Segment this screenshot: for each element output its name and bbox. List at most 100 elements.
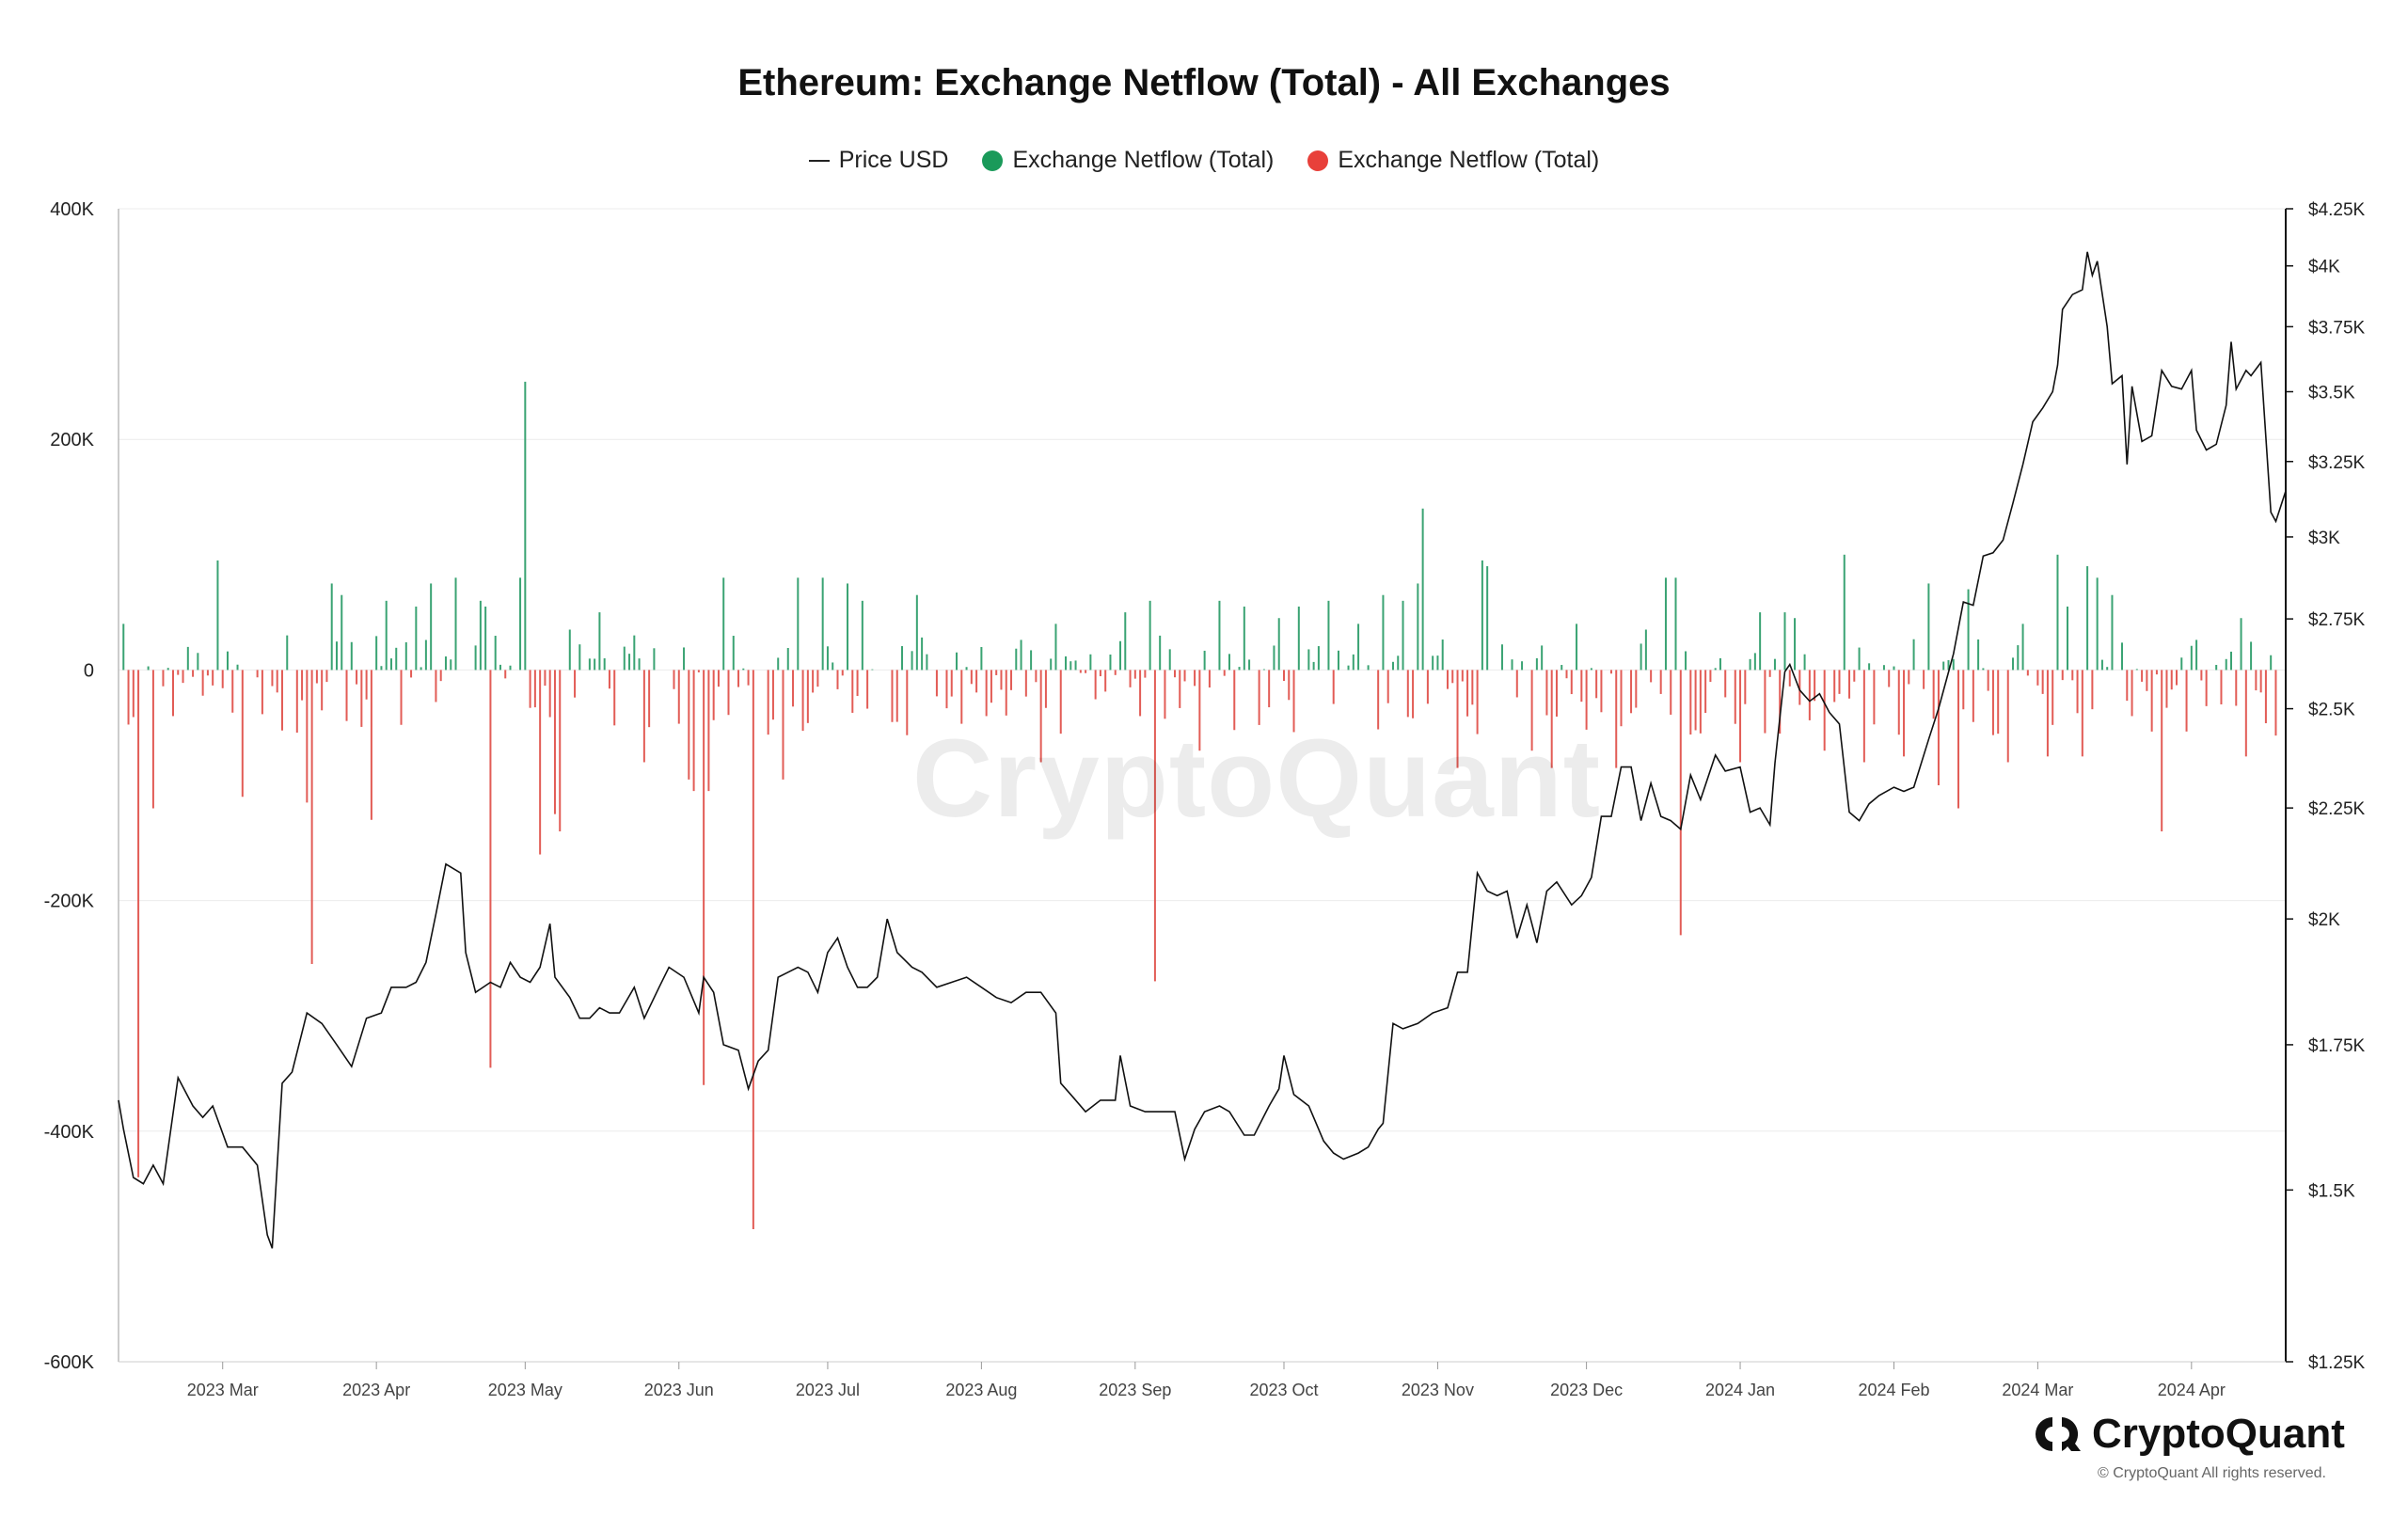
netflow-bar-outflow bbox=[1997, 670, 2000, 734]
netflow-bar-inflow bbox=[1486, 566, 1489, 671]
netflow-bar-inflow bbox=[1367, 665, 1370, 671]
right-tick-label: $4.25K bbox=[2308, 200, 2366, 220]
netflow-bar-inflow bbox=[1481, 560, 1483, 671]
netflow-bar-outflow bbox=[727, 670, 730, 716]
netflow-bar-outflow bbox=[697, 670, 700, 672]
netflow-bar-outflow bbox=[2220, 670, 2223, 704]
netflow-bar-outflow bbox=[1476, 670, 1479, 734]
netflow-bar-inflow bbox=[1074, 660, 1077, 671]
netflow-bar-outflow bbox=[2131, 670, 2133, 717]
netflow-bar-inflow bbox=[1947, 659, 1950, 671]
netflow-bar-inflow bbox=[861, 600, 863, 671]
netflow-bar-outflow bbox=[1888, 670, 1891, 687]
legend-label-netflow-outflow: Exchange Netflow (Total) bbox=[1338, 147, 1600, 173]
netflow-bar-outflow bbox=[1600, 670, 1603, 713]
netflow-bar-inflow bbox=[1714, 668, 1717, 671]
netflow-bar-outflow bbox=[1764, 670, 1766, 734]
netflow-bar-inflow bbox=[871, 669, 874, 671]
x-tick-label: 2023 Oct bbox=[1249, 1381, 1318, 1399]
netflow-bar-outflow bbox=[642, 670, 645, 763]
netflow-bar-inflow bbox=[375, 636, 378, 671]
netflow-bar-outflow bbox=[1689, 670, 1692, 735]
netflow-bar-outflow bbox=[306, 670, 309, 803]
netflow-bar-inflow bbox=[2225, 658, 2227, 671]
netflow-bar-outflow bbox=[1987, 670, 1989, 691]
netflow-bar-outflow bbox=[127, 670, 130, 725]
netflow-bar-inflow bbox=[901, 646, 904, 671]
netflow-bar-inflow bbox=[1644, 629, 1647, 671]
netflow-bar-outflow bbox=[1446, 670, 1449, 689]
legend-label-price: Price USD bbox=[838, 147, 949, 173]
netflow-bar-inflow bbox=[474, 645, 477, 671]
netflow-bar-outflow bbox=[613, 670, 616, 726]
netflow-bar-outflow bbox=[677, 670, 680, 724]
netflow-bar-inflow bbox=[588, 658, 591, 671]
netflow-bar-outflow bbox=[1937, 670, 1940, 785]
netflow-bar-inflow bbox=[847, 583, 849, 671]
cryptoquant-logo-icon bbox=[2036, 1417, 2081, 1451]
netflow-bar-outflow bbox=[1798, 670, 1801, 705]
legend-item-netflow-inflow[interactable]: Exchange Netflow (Total) bbox=[982, 147, 1274, 174]
netflow-bar-outflow bbox=[812, 670, 815, 693]
netflow-bar-outflow bbox=[533, 670, 536, 708]
netflow-bar-outflow bbox=[2264, 670, 2267, 724]
netflow-bar-outflow bbox=[1838, 670, 1841, 694]
netflow-bar-outflow bbox=[1972, 670, 1974, 722]
left-tick-label: -200K bbox=[44, 892, 95, 912]
netflow-bar-outflow bbox=[1024, 670, 1027, 697]
netflow-bar-inflow bbox=[1159, 635, 1162, 671]
netflow-bar-inflow bbox=[1843, 554, 1846, 671]
right-tick-label: $2.25K bbox=[2308, 799, 2366, 819]
netflow-bar-outflow bbox=[1139, 670, 1142, 717]
netflow-bar-outflow bbox=[439, 670, 442, 682]
netflow-bar-inflow bbox=[732, 636, 735, 671]
netflow-bar-outflow bbox=[1183, 670, 1186, 682]
netflow-bar-inflow bbox=[2100, 659, 2103, 671]
netflow-bar-outflow bbox=[1223, 670, 1226, 676]
netflow-bar-inflow bbox=[2270, 655, 2273, 671]
netflow-bar-outflow bbox=[1932, 670, 1935, 719]
netflow-bar-outflow bbox=[1615, 670, 1618, 768]
legend-item-netflow-outflow[interactable]: Exchange Netflow (Total) bbox=[1307, 147, 1599, 174]
netflow-bar-outflow bbox=[950, 670, 953, 697]
netflow-bar-inflow bbox=[1065, 655, 1068, 671]
netflow-bar-outflow bbox=[435, 670, 437, 703]
netflow-bar-outflow bbox=[851, 670, 854, 713]
netflow-bar-inflow bbox=[1337, 650, 1339, 671]
netflow-bar-outflow bbox=[221, 670, 224, 688]
left-axis-ticks: 400K 200K 0 -200K -400K -600K bbox=[44, 199, 95, 1373]
right-tick-label: $3.5K bbox=[2308, 384, 2355, 403]
netflow-bar-outflow bbox=[2155, 670, 2158, 675]
netflow-bar-outflow bbox=[1114, 670, 1117, 675]
netflow-bar-inflow bbox=[454, 577, 457, 671]
netflow-bar-outflow bbox=[935, 670, 938, 697]
netflow-bar-inflow bbox=[122, 624, 125, 671]
brand-name: CryptoQuant bbox=[2092, 1411, 2345, 1457]
x-tick-label: 2024 Mar bbox=[2002, 1381, 2073, 1399]
netflow-bar-inflow bbox=[1640, 643, 1642, 671]
netflow-bar-outflow bbox=[315, 670, 318, 684]
x-tick-label: 2023 May bbox=[488, 1381, 562, 1399]
netflow-bar-outflow bbox=[1635, 670, 1638, 708]
netflow-bar-outflow bbox=[1010, 670, 1013, 690]
netflow-bar-outflow bbox=[985, 670, 988, 717]
right-tick-label: $1.25K bbox=[2308, 1353, 2366, 1373]
netflow-bar-inflow bbox=[2195, 640, 2198, 671]
right-tick-label: $1.75K bbox=[2308, 1036, 2366, 1056]
netflow-bar-outflow bbox=[1085, 670, 1087, 673]
netflow-bar-outflow bbox=[201, 670, 204, 696]
netflow-bar-inflow bbox=[826, 646, 829, 671]
netflow-bar-outflow bbox=[782, 670, 784, 780]
netflow-bar-inflow bbox=[633, 635, 636, 671]
netflow-bar-outflow bbox=[1079, 670, 1082, 673]
netflow-bars bbox=[122, 381, 2277, 1230]
netflow-bar-outflow bbox=[529, 670, 531, 708]
netflow-bar-inflow bbox=[424, 640, 427, 671]
netflow-bar-outflow bbox=[975, 670, 978, 693]
netflow-bar-outflow bbox=[2146, 670, 2148, 691]
netflow-bar-outflow bbox=[182, 670, 184, 684]
netflow-bar-outflow bbox=[866, 670, 869, 709]
netflow-bar-inflow bbox=[915, 594, 918, 671]
legend-item-price[interactable]: Price USD bbox=[808, 147, 949, 174]
netflow-bar-inflow bbox=[1967, 589, 1970, 671]
